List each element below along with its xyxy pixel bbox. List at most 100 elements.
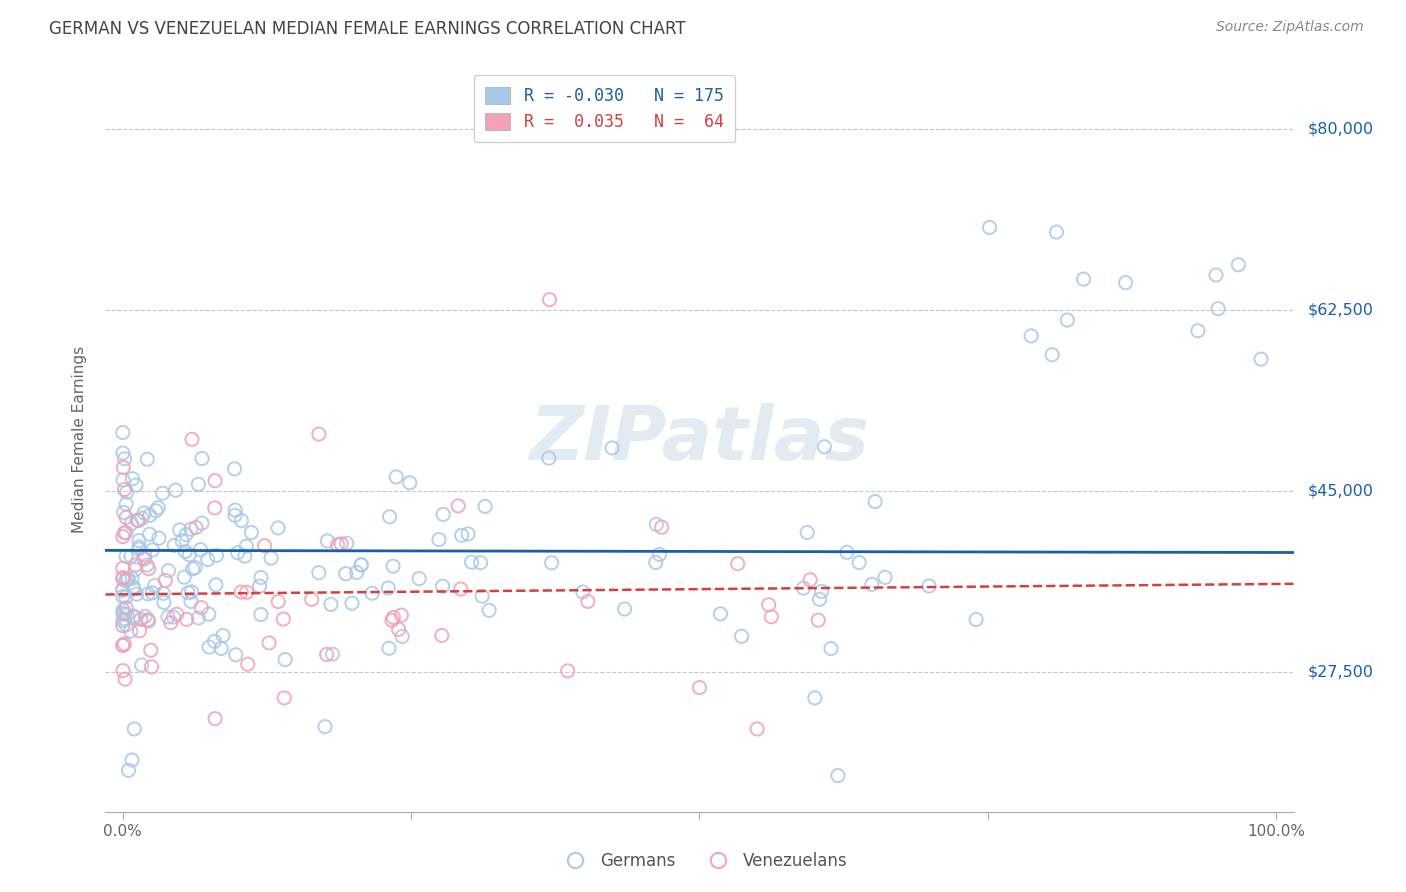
Point (308, 566, 330, 580)
Point (141, 586, 163, 600)
Point (385, 470, 408, 484)
Point (111, 583, 134, 598)
Point (176, 612, 198, 626)
Point (162, 610, 184, 624)
Point (471, 589, 494, 603)
Point (120, 516, 142, 531)
Point (173, 570, 195, 584)
Text: $80,000: $80,000 (1308, 121, 1374, 136)
Point (224, 503, 246, 517)
Point (115, 572, 138, 586)
Point (111, 618, 134, 632)
Point (120, 624, 142, 639)
Point (1045, 225, 1067, 239)
Point (648, 548, 671, 562)
Point (709, 607, 731, 621)
Point (382, 559, 405, 574)
Point (240, 525, 263, 540)
Text: ZIPatlas: ZIPatlas (530, 403, 869, 475)
Point (121, 753, 143, 767)
Point (146, 500, 169, 515)
Point (152, 486, 174, 500)
Point (163, 538, 186, 552)
Point (124, 563, 146, 577)
Point (450, 582, 472, 596)
Point (115, 600, 138, 615)
Point (747, 722, 769, 736)
Point (827, 768, 849, 782)
Point (235, 539, 257, 553)
Point (1187, 324, 1209, 338)
Point (381, 613, 404, 627)
Point (145, 504, 167, 518)
Point (181, 562, 204, 576)
Point (231, 514, 253, 528)
Point (226, 546, 249, 560)
Point (225, 648, 247, 662)
Point (115, 510, 138, 524)
Point (112, 460, 135, 475)
Text: $27,500: $27,500 (1308, 665, 1374, 680)
Point (166, 607, 188, 622)
Point (382, 610, 405, 624)
Point (128, 533, 150, 548)
Point (316, 533, 339, 548)
Point (267, 594, 290, 608)
Point (115, 607, 138, 622)
Point (132, 506, 155, 520)
Point (197, 607, 219, 622)
Point (1019, 329, 1042, 343)
Point (114, 574, 136, 588)
Point (129, 612, 152, 626)
Point (134, 548, 156, 562)
Point (111, 590, 134, 604)
Point (204, 634, 226, 648)
Point (134, 552, 156, 566)
Point (301, 592, 323, 607)
Point (128, 624, 150, 638)
Point (112, 637, 135, 651)
Point (250, 607, 273, 622)
Point (308, 427, 330, 442)
Point (112, 505, 135, 519)
Point (260, 551, 283, 566)
Point (576, 594, 599, 608)
Point (432, 579, 454, 593)
Point (273, 612, 295, 626)
Point (330, 537, 353, 551)
Point (111, 639, 134, 653)
Text: GERMAN VS VENEZUELAN MEDIAN FEMALE EARNINGS CORRELATION CHART: GERMAN VS VENEZUELAN MEDIAN FEMALE EARNI… (49, 20, 686, 37)
Point (169, 523, 191, 537)
Point (121, 572, 143, 586)
Point (115, 525, 138, 540)
Point (141, 543, 163, 558)
Point (792, 581, 814, 595)
Legend: Germans, Venezuelans: Germans, Venezuelans (553, 846, 853, 877)
Point (131, 658, 153, 673)
Point (613, 602, 636, 616)
Point (122, 582, 145, 597)
Point (538, 293, 561, 307)
Point (114, 590, 136, 604)
Point (1205, 268, 1227, 282)
Point (128, 542, 150, 557)
Point (122, 610, 145, 624)
Point (191, 516, 214, 530)
Point (197, 552, 219, 566)
Point (340, 596, 363, 610)
Point (321, 647, 343, 661)
Point (346, 566, 368, 580)
Point (249, 579, 271, 593)
Point (212, 628, 235, 642)
Point (111, 425, 134, 440)
Point (187, 477, 209, 491)
Point (224, 508, 246, 523)
Point (190, 542, 212, 557)
Point (136, 558, 159, 572)
Y-axis label: Median Female Earnings: Median Female Earnings (72, 346, 87, 533)
Point (138, 527, 160, 541)
Point (730, 629, 752, 643)
Point (157, 564, 180, 578)
Point (336, 536, 359, 550)
Point (350, 558, 373, 572)
